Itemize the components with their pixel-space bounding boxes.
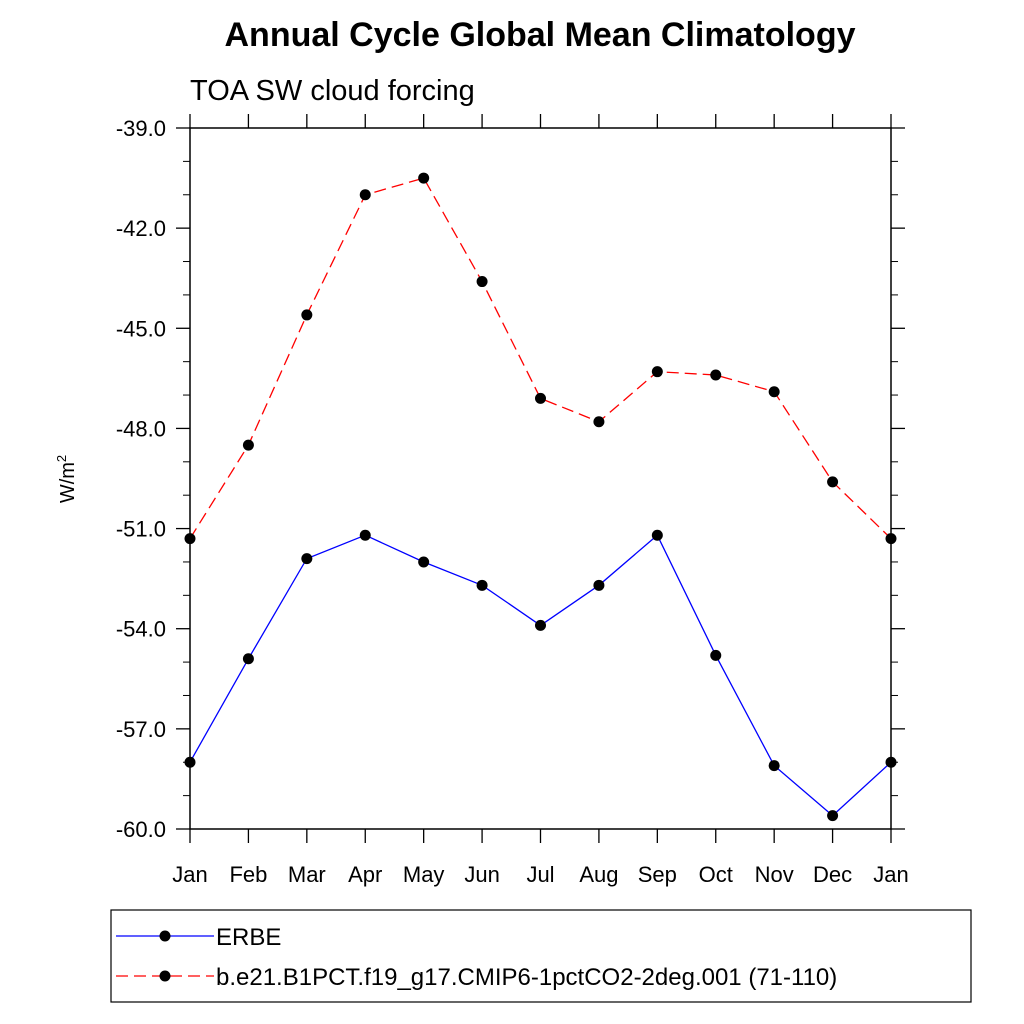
- x-tick-label: Apr: [348, 862, 382, 887]
- data-point: [827, 476, 839, 488]
- data-point: [827, 810, 839, 822]
- x-tick-label: Jun: [464, 862, 499, 887]
- legend-label: b.e21.B1PCT.f19_g17.CMIP6-1pctCO2-2deg.0…: [216, 964, 837, 991]
- legend-marker: [159, 970, 171, 982]
- legend-entry-2: b.e21.B1PCT.f19_g17.CMIP6-1pctCO2-2deg.0…: [116, 964, 837, 991]
- series-line: [189, 177, 892, 540]
- legend-box: [110, 909, 972, 1003]
- x-tick-label: Dec: [813, 862, 852, 887]
- plot-frame: [189, 127, 892, 830]
- data-point: [593, 579, 605, 591]
- y-tick-label: -42.0: [116, 216, 166, 241]
- y-tick-label: -60.0: [116, 817, 166, 842]
- data-point: [184, 756, 196, 768]
- chart-title: Annual Cycle Global Mean Climatology: [225, 16, 856, 54]
- series-2: [184, 172, 897, 545]
- series-1: [184, 529, 897, 822]
- data-point: [651, 529, 663, 541]
- x-tick-label: Jan: [873, 862, 908, 887]
- x-tick-label: May: [403, 862, 445, 887]
- y-axis-label: W/m2: [54, 455, 79, 503]
- data-point: [885, 533, 897, 545]
- data-point: [242, 653, 254, 665]
- y-tick-label: -45.0: [116, 316, 166, 341]
- data-point: [418, 556, 430, 568]
- y-tick-label: -48.0: [116, 416, 166, 441]
- data-point: [359, 189, 371, 201]
- data-point: [768, 760, 780, 772]
- y-axis-label-superscript: 2: [54, 455, 69, 462]
- data-point: [476, 579, 488, 591]
- y-tick-label: -57.0: [116, 717, 166, 742]
- x-tick-label: Oct: [699, 862, 733, 887]
- data-point: [359, 529, 371, 541]
- data-point: [768, 386, 780, 398]
- legend-label: ERBE: [216, 924, 281, 951]
- axis-ticks: [176, 114, 905, 843]
- data-point: [535, 619, 546, 631]
- data-point: [476, 276, 488, 288]
- data-point: [301, 309, 313, 321]
- data-point: [535, 392, 546, 404]
- data-point: [184, 533, 196, 545]
- x-tick-labels: Jan Feb Mar Apr May Jun Jul Aug Sep Oct Nov Dec Jan: [172, 862, 908, 887]
- data-point: [418, 172, 430, 184]
- data-point: [885, 756, 897, 768]
- y-tick-label: -51.0: [116, 517, 166, 542]
- series-line: [189, 534, 892, 817]
- data-point: [651, 366, 663, 378]
- y-axis-label-base: W/m: [57, 462, 79, 503]
- x-tick-label: Sep: [638, 862, 677, 887]
- x-tick-label: Aug: [579, 862, 618, 887]
- data-point: [242, 439, 254, 451]
- chart-subtitle: TOA SW cloud forcing: [190, 75, 475, 107]
- x-tick-label: Jan: [172, 862, 207, 887]
- data-point: [710, 649, 722, 661]
- x-tick-label: Mar: [288, 862, 326, 887]
- legend-marker: [159, 930, 171, 942]
- y-tick-label: -54.0: [116, 617, 166, 642]
- x-tick-label: Feb: [229, 862, 267, 887]
- data-point: [593, 416, 605, 428]
- y-tick-labels: -60.0 -57.0 -54.0 -51.0 -48.0 -45.0 -42.0 -39.0: [116, 116, 166, 842]
- svg-text:W/m2: W/m2: [54, 455, 79, 503]
- legend: ERBE b.e21.B1PCT.f19_g17.CMIP6-1pctCO2-2d…: [116, 924, 837, 991]
- x-tick-label: Nov: [755, 862, 794, 887]
- x-tick-label: Jul: [526, 862, 554, 887]
- data-point: [710, 369, 722, 381]
- legend-entry-1: ERBE: [116, 924, 281, 951]
- y-tick-label: -39.0: [116, 116, 166, 141]
- data-point: [301, 553, 313, 565]
- series-layer: [184, 172, 897, 822]
